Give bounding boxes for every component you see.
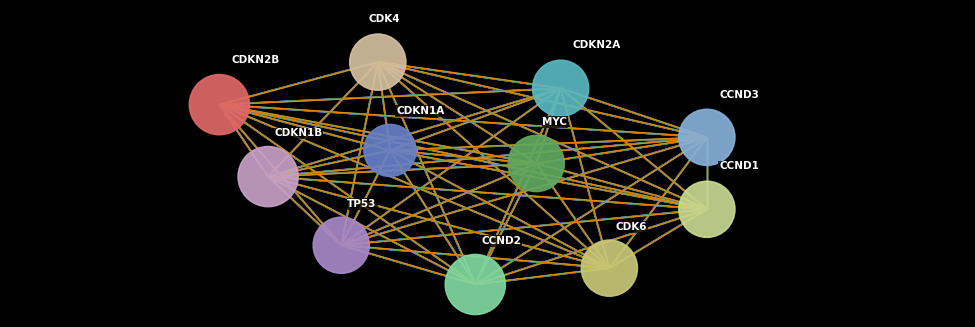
Text: CCND1: CCND1 [720,162,759,171]
Ellipse shape [508,135,565,192]
Text: CDKN2B: CDKN2B [232,55,280,65]
Ellipse shape [679,109,735,165]
Ellipse shape [532,60,589,116]
Text: CDKN2A: CDKN2A [573,41,621,50]
Ellipse shape [364,124,416,177]
Ellipse shape [350,34,406,90]
Text: CCND3: CCND3 [720,90,759,99]
Text: CDKN1A: CDKN1A [396,106,445,116]
Ellipse shape [313,217,370,273]
Ellipse shape [446,254,505,315]
Text: CDK6: CDK6 [615,222,647,232]
Ellipse shape [189,75,250,135]
Ellipse shape [679,181,735,237]
Text: CDK4: CDK4 [369,14,400,24]
Ellipse shape [581,240,638,296]
Text: CCND2: CCND2 [482,236,522,246]
Text: TP53: TP53 [347,199,376,209]
Text: MYC: MYC [542,117,567,127]
Ellipse shape [238,146,298,207]
Text: CDKN1B: CDKN1B [274,129,323,138]
